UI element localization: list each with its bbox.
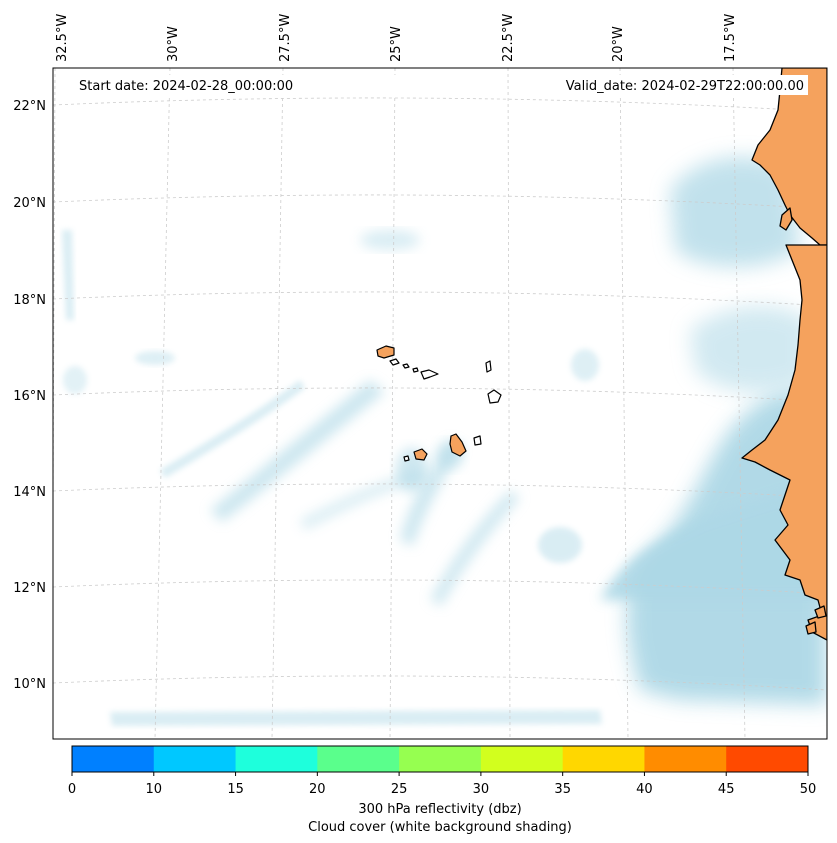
meridian-27-5w [271, 68, 284, 739]
cbar-tick-label-15: 15 [227, 782, 244, 797]
island-maio [473, 435, 482, 446]
cloud-patch-north-coast [670, 156, 800, 267]
cbar-tick-label-0: 0 [68, 782, 76, 797]
island-sal [485, 360, 492, 373]
island-sao-vicente [389, 358, 400, 366]
island-fogo [413, 448, 428, 461]
cbar-tick-label-30: 30 [473, 782, 490, 797]
parallel-22n [53, 97, 827, 113]
colorbar-segment-0-10 [72, 746, 155, 772]
cloud-streak-center [210, 380, 385, 522]
island-boa-vista [487, 389, 502, 404]
lat-label-12n: 12°N [13, 581, 46, 596]
lon-label-32-5w: 32.5°W [55, 14, 70, 62]
lon-label-22-5w: 22.5°W [501, 14, 516, 62]
bijagos-island-1 [814, 605, 827, 619]
colorbar-segment-25-30 [399, 746, 482, 772]
meridian-20w [619, 68, 629, 739]
meridian-17-5w [732, 68, 746, 739]
lat-label-10n: 10°N [13, 677, 46, 692]
island-brava [403, 455, 410, 462]
start-date-text: Start date: 2024-02-28_00:00:00 [79, 79, 293, 94]
colorbar-tick-labels: 0 10 15 20 25 30 35 40 45 50 [68, 782, 816, 797]
cloud-streak-west [160, 380, 305, 478]
lat-label-22n: 22°N [13, 99, 46, 114]
bijagos-island-2 [805, 621, 817, 635]
cbar-tick-label-35: 35 [554, 782, 571, 797]
cloud-band-southeast [600, 480, 827, 600]
longitude-labels: 32.5°W 30°W 27.5°W 25°W 22.5°W 20°W 17.5… [55, 14, 738, 62]
lon-label-25w: 25°W [389, 26, 404, 62]
cbar-tick-label-20: 20 [309, 782, 326, 797]
cbar-tick-label-50: 50 [800, 782, 817, 797]
cloud-blob-west-low [63, 366, 87, 394]
cloud-blob-north [360, 230, 420, 250]
cloud-streak-south-3 [300, 470, 424, 530]
parallel-18n [53, 291, 827, 307]
colorbar-ticks [71, 772, 809, 776]
island-santa-luzia [402, 363, 410, 369]
graticule [53, 68, 827, 739]
colorbar-segment-30-35 [480, 746, 564, 772]
island-santiago [449, 433, 467, 457]
africa-small-peninsula [779, 207, 793, 231]
lat-label-18n: 18°N [13, 293, 46, 308]
cbar-tick-label-25: 25 [391, 782, 408, 797]
colorbar-segment-15-20 [235, 746, 318, 772]
meridian-22-5w [507, 68, 511, 739]
parallel-20n [53, 194, 827, 210]
island-sao-nicolau [412, 367, 419, 373]
map-frame [52, 67, 828, 740]
meridian-25w [389, 68, 396, 739]
colorbar-frame [71, 745, 809, 773]
parallel-14n [53, 483, 827, 499]
cloud-blob-sse [538, 527, 582, 563]
cloud-blob-mid-east [571, 349, 599, 381]
colorbar-segment-45-50 [726, 746, 809, 772]
parallel-12n [53, 579, 827, 595]
map-panel[interactable] [52, 67, 828, 740]
cloud-cover-shading [62, 156, 827, 726]
valid-date-text: Valid_date: 2024-02-29T22:00:00.00 [566, 79, 804, 94]
island-sao-nicolau-main [420, 369, 439, 380]
island-santo-antao [376, 345, 395, 359]
start-date-box: Start date: 2024-02-28_00:00:00 [70, 75, 400, 95]
colorbar-segment-10-15 [153, 746, 237, 772]
lat-label-14n: 14°N [13, 485, 46, 500]
cbar-tick-label-45: 45 [718, 782, 735, 797]
cloud-strip-west [62, 230, 74, 320]
latitude-labels: 22°N 20°N 18°N 16°N 14°N 12°N 10°N [13, 99, 46, 692]
parallel-10n [53, 675, 827, 691]
valid-date-box: Valid_date: 2024-02-29T22:00:00.00 [538, 75, 808, 95]
land-africa [741, 68, 827, 641]
cloud-streak-south-2 [430, 490, 520, 606]
cape-verde-islands [376, 345, 502, 462]
cbar-tick-label-40: 40 [636, 782, 653, 797]
start-date-bg [70, 75, 400, 95]
cloud-strip-south [110, 710, 602, 726]
lon-label-20w: 20°W [611, 26, 626, 62]
colorbar: 0 10 15 20 25 30 35 40 45 50 300 hPa ref… [68, 745, 816, 835]
meridian-30w [154, 68, 171, 739]
colorbar-segment-20-25 [317, 746, 400, 772]
lat-label-20n: 20°N [13, 196, 46, 211]
lat-label-16n: 16°N [13, 389, 46, 404]
lon-label-30w: 30°W [166, 26, 181, 62]
cbar-tick-label-10: 10 [146, 782, 163, 797]
parallel-16n [53, 387, 827, 403]
cloud-patch-east-mid [690, 306, 810, 393]
colorbar-label-line2: Cloud cover (white background shading) [308, 820, 572, 835]
colorbar-segment-40-45 [644, 746, 727, 772]
valid-date-bg [538, 75, 808, 95]
lon-label-17-5w: 17.5°W [723, 14, 738, 62]
lon-label-27-5w: 27.5°W [278, 14, 293, 62]
cloud-blob-nw [135, 351, 175, 365]
colorbar-segments [72, 746, 809, 772]
colorbar-segment-35-40 [562, 746, 645, 772]
colorbar-label-line1: 300 hPa reflectivity (dbz) [358, 802, 521, 817]
africa-coast-south [741, 244, 827, 641]
